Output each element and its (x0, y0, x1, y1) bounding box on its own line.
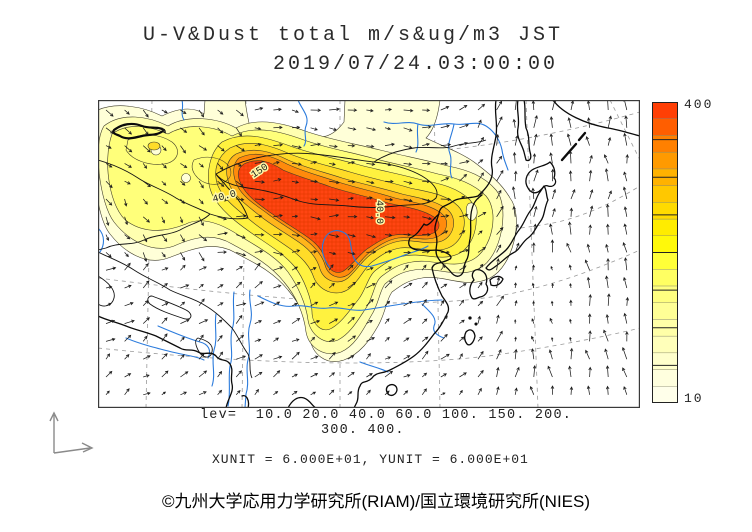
rivers-layer (98, 100, 509, 408)
wind-vector-field (105, 100, 630, 396)
map-frame (98, 100, 640, 408)
copyright-text: ©九州大学応用力学研究所(RIAM)/国立環境研究所(NIES) (161, 492, 591, 511)
colorbar-min-label: 10 (684, 391, 704, 406)
country-borders (98, 139, 487, 379)
dust-contour-fills (98, 100, 517, 362)
coastlines (98, 100, 640, 408)
svg-text:40.0: 40.0 (373, 200, 384, 224)
plot-timestamp: 2019/07/24.03:00:00 (273, 53, 559, 76)
colorbar (652, 102, 678, 403)
contour-levels-line1: lev= 10.0 20.0 40.0 60.0 100. 150. 200. (200, 408, 573, 423)
colorbar-max-label: 400 (684, 97, 714, 112)
vector-units-label: XUNIT = 6.000E+01, YUNIT = 6.000E+01 (212, 452, 529, 467)
vector-scale-axes-icon (49, 411, 94, 454)
contour-levels-line2: 300. 400. (321, 423, 405, 438)
lake-balkhash-outline (112, 122, 166, 140)
plot-title: U-V&Dust total m/s&ug/m3 JST (143, 24, 564, 47)
